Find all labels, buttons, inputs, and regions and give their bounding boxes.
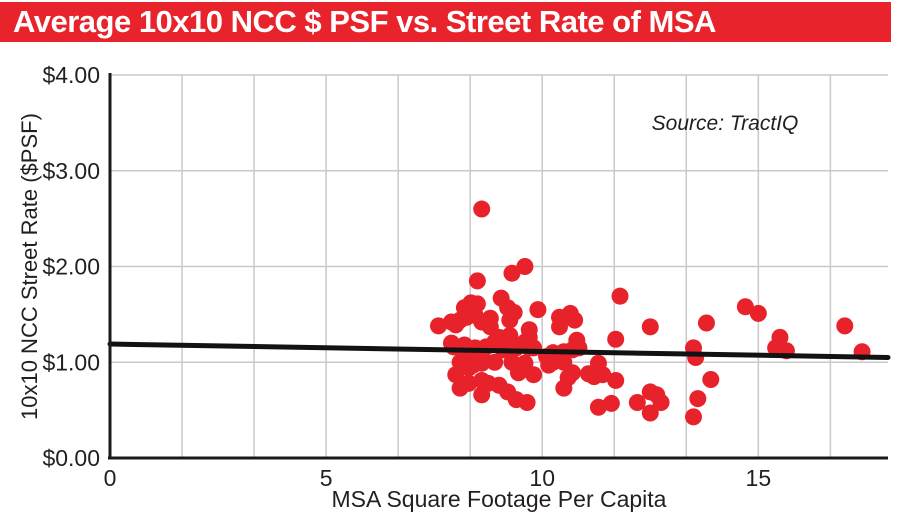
data-point [607,330,625,348]
data-point [473,354,491,372]
data-point [566,311,584,329]
chart-title: Average 10x10 NCC $ PSF vs. Street Rate … [13,4,716,39]
data-point [529,301,547,319]
data-point [594,366,612,384]
data-point [602,394,620,412]
y-tick-label: $0.00 [42,445,100,471]
x-tick-label: 15 [746,465,772,491]
data-point [445,338,463,356]
data-point [518,393,536,411]
x-axis-title: MSA Square Footage Per Capita [331,486,667,512]
data-point [429,317,447,335]
data-point [468,272,486,290]
data-point [451,379,469,397]
data-point [501,311,519,329]
data-point [611,287,629,305]
data-point [702,370,720,388]
data-point [749,304,767,322]
data-point [525,366,543,384]
trend-line [107,341,891,360]
data-point [589,398,607,416]
data-point [641,404,659,422]
data-point [509,364,527,382]
x-tick-label: 10 [529,465,555,491]
data-point [607,371,625,389]
data-point [486,353,504,371]
data-point [458,308,476,326]
data-point [687,348,705,366]
y-axis-title: 10x10 NCC Street Rate ($PSF) [17,113,42,420]
y-tick-label: $2.00 [42,254,100,280]
data-point [516,258,534,275]
y-tick-label: $4.00 [42,62,100,88]
data-point [563,364,581,382]
data-point [460,359,478,377]
data-point [736,298,754,316]
y-tick-label: $1.00 [42,349,100,375]
data-point [473,386,491,404]
data-point [836,317,854,335]
data-point [628,393,646,411]
data-point [551,318,569,336]
data-point [641,318,659,336]
data-point [697,314,715,332]
source-annotation: Source: TractIQ [651,112,799,135]
data-point [689,390,707,408]
data-point [652,393,670,411]
x-tick-label: 5 [320,465,333,491]
data-point [442,313,460,331]
data-point [540,356,558,374]
title-banner: Average 10x10 NCC $ PSF vs. Street Rate … [0,2,891,42]
data-point [685,408,702,426]
data-point [447,366,465,384]
data-point [503,264,521,282]
data-point [473,200,491,218]
x-tick-label: 0 [104,465,117,491]
y-tick-label: $3.00 [42,158,100,184]
